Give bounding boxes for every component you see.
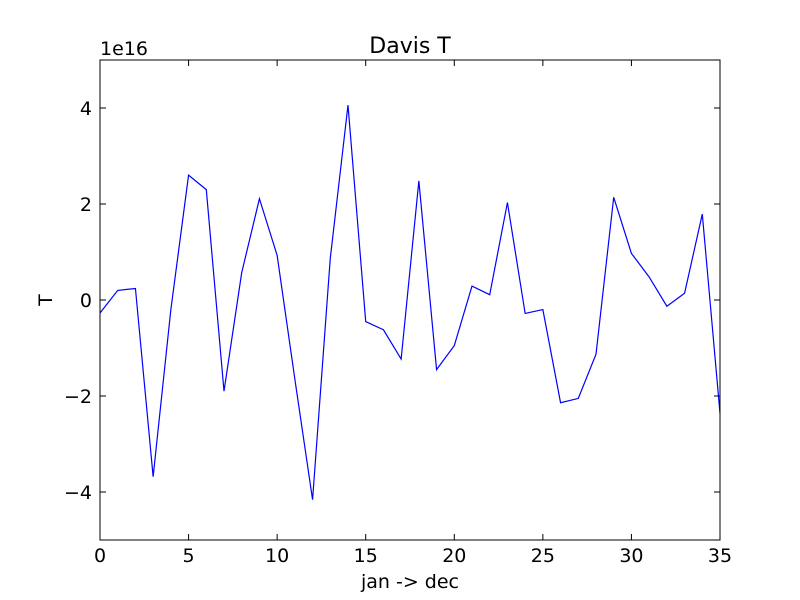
x-tick-label: 5 xyxy=(183,545,195,567)
y-axis-label: T xyxy=(35,294,57,307)
x-tick-label: 10 xyxy=(265,545,289,567)
x-axis-label: jan -> dec xyxy=(360,571,459,593)
x-tick-label: 25 xyxy=(531,545,555,567)
plot-area xyxy=(99,105,721,500)
x-tick-label: 20 xyxy=(442,545,466,567)
x-tick-label: 35 xyxy=(708,545,732,567)
x-tick-label: 30 xyxy=(619,545,643,567)
y-tick-label: 2 xyxy=(80,194,92,216)
y-tick-label: 0 xyxy=(80,290,92,312)
y-tick-label: −4 xyxy=(64,482,92,504)
axes-frame xyxy=(99,59,721,541)
series-line-0 xyxy=(99,105,721,500)
chart-title: Davis T xyxy=(369,34,451,59)
y-tick-label: −2 xyxy=(64,386,92,408)
y-tick-label: 4 xyxy=(80,98,92,120)
x-tick-label: 15 xyxy=(354,545,378,567)
x-tick-label: 0 xyxy=(94,545,106,567)
axis-ticks: 0 5 10 15 20 25 30 35 −4 −2 0 2 4 xyxy=(64,60,732,567)
y-offset-label: 1e16 xyxy=(100,38,148,60)
